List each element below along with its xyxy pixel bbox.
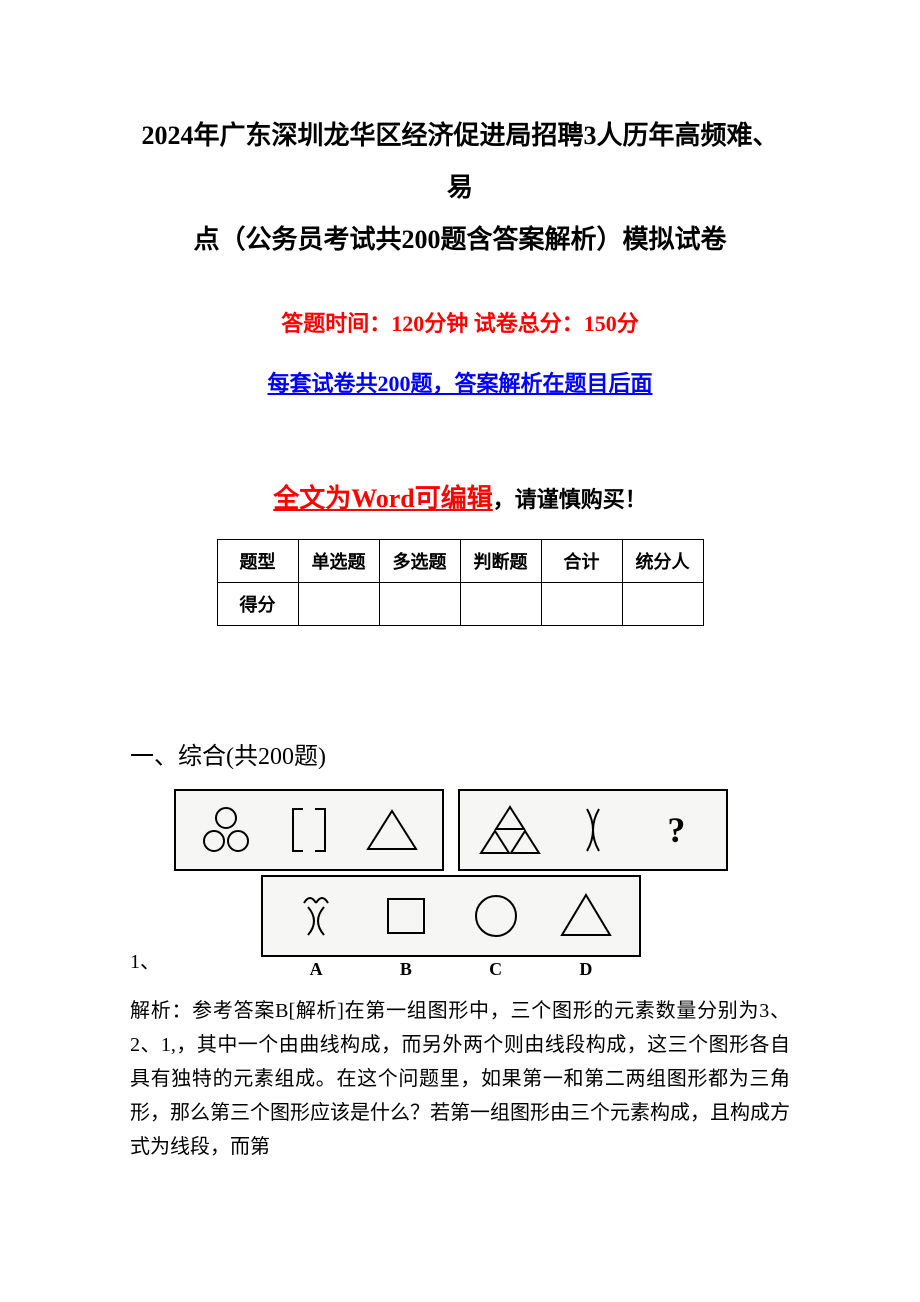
question-number: 1、	[130, 945, 160, 980]
table-header-row: 题型 单选题 多选题 判断题 合计 统分人	[217, 540, 703, 583]
panel-top-right: ?	[458, 789, 728, 871]
triangle-icon	[351, 797, 434, 863]
analysis-text: 解析：参考答案B[解析]在第一组图形中，三个图形的元素数量分别为3、2、1,，其…	[130, 994, 790, 1164]
option-c-icon	[451, 883, 541, 949]
page-title: 2024年广东深圳龙华区经济促进局招聘3人历年高频难、易 点（公务员考试共200…	[130, 110, 790, 266]
td-empty	[298, 583, 379, 626]
panel-top-left	[174, 789, 444, 871]
th-total: 合计	[541, 540, 622, 583]
th-single: 单选题	[298, 540, 379, 583]
option-label-b: B	[400, 959, 412, 980]
option-b-icon	[361, 883, 451, 949]
three-circles-icon	[184, 797, 267, 863]
note-line: 每套试卷共200题，答案解析在题目后面	[130, 366, 790, 398]
word-note-black: ，请谨慎购买！	[493, 487, 647, 512]
three-triangles-icon	[468, 797, 551, 863]
panel-options	[261, 875, 641, 957]
brackets-icon	[267, 797, 350, 863]
td-score-label: 得分	[217, 583, 298, 626]
note-link[interactable]: 答案解析在题目后面	[455, 371, 653, 396]
table-score-row: 得分	[217, 583, 703, 626]
note-prefix[interactable]: 每套试卷共200题，	[267, 371, 454, 396]
score-table: 题型 单选题 多选题 判断题 合计 统分人 得分	[217, 539, 704, 626]
figure-wrap: ?	[174, 789, 728, 980]
th-judge: 判断题	[460, 540, 541, 583]
td-empty	[460, 583, 541, 626]
option-labels: A B C D	[271, 959, 631, 980]
word-editable-note: 全文为Word可编辑，请谨慎购买！	[130, 478, 790, 515]
th-scorer: 统分人	[622, 540, 703, 583]
td-empty	[379, 583, 460, 626]
section-title: 一、综合(共200题)	[130, 736, 790, 771]
word-note-red: 全文为Word可编辑	[273, 484, 493, 513]
exam-info: 答题时间：120分钟 试卷总分：150分	[130, 306, 790, 338]
td-empty	[622, 583, 703, 626]
qmark-text: ?	[667, 809, 685, 851]
th-type: 题型	[217, 540, 298, 583]
title-line1: 2024年广东深圳龙华区经济促进局招聘3人历年高频难、易	[141, 121, 778, 202]
th-multi: 多选题	[379, 540, 460, 583]
option-d-icon	[541, 883, 631, 949]
option-label-a: A	[310, 959, 323, 980]
td-empty	[541, 583, 622, 626]
question-mark: ?	[635, 797, 718, 863]
option-a-icon	[271, 883, 361, 949]
title-line2: 点（公务员考试共200题含答案解析）模拟试卷	[193, 225, 726, 254]
figure-top-row: ?	[174, 789, 728, 871]
option-label-c: C	[489, 959, 502, 980]
option-label-d: D	[579, 959, 592, 980]
parentheses-icon	[551, 797, 634, 863]
question-1: 1、	[130, 789, 790, 980]
